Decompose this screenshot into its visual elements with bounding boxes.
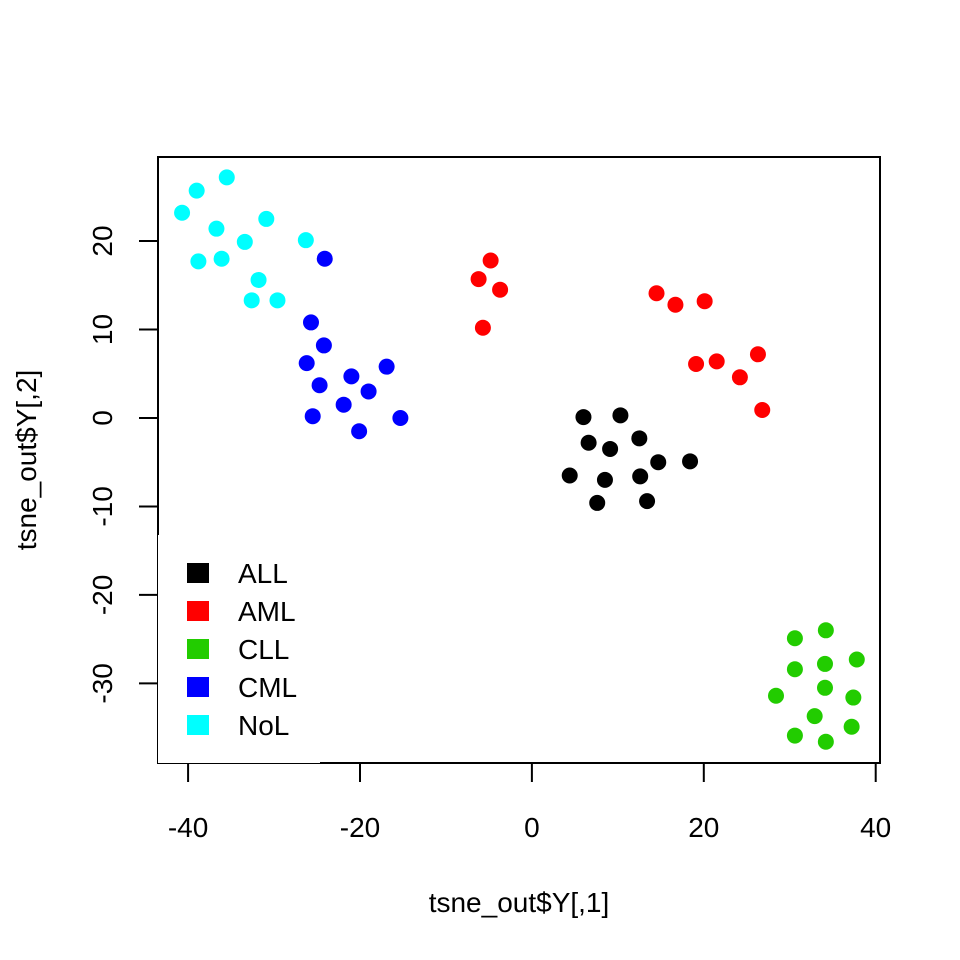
- point-aml: [708, 353, 725, 370]
- data-points: [174, 169, 865, 750]
- legend-swatch-aml: [187, 601, 209, 621]
- point-cml: [378, 358, 395, 375]
- point-cml: [392, 409, 409, 426]
- point-cll: [786, 727, 803, 744]
- point-aml: [648, 285, 665, 302]
- x-axis-label: tsne_out$Y[,1]: [429, 887, 610, 918]
- point-cll: [848, 651, 865, 668]
- point-cml: [360, 383, 377, 400]
- point-cml: [311, 377, 328, 394]
- x-tick-label: 20: [688, 812, 719, 843]
- legend-swatch-nol: [187, 715, 209, 735]
- point-all: [561, 467, 578, 484]
- point-cml: [315, 337, 332, 354]
- point-all: [639, 493, 656, 510]
- point-cll: [816, 655, 833, 672]
- legend-label-cml: CML: [238, 672, 297, 703]
- point-nol: [190, 253, 207, 270]
- point-all: [575, 409, 592, 426]
- point-cml: [316, 250, 333, 267]
- point-cll: [817, 733, 834, 750]
- x-axis: -40 -20 0 20 40: [168, 762, 891, 843]
- y-tick-label: 0: [87, 410, 118, 426]
- point-aml: [754, 402, 771, 419]
- point-nol: [250, 271, 267, 288]
- point-aml: [688, 356, 705, 373]
- x-tick-label: -40: [168, 812, 208, 843]
- point-nol: [243, 292, 260, 309]
- point-all: [596, 471, 613, 488]
- point-nol: [297, 232, 314, 249]
- y-tick-label: 20: [87, 225, 118, 256]
- point-cll: [817, 622, 834, 639]
- point-aml: [470, 271, 487, 288]
- point-cml: [298, 355, 315, 372]
- point-all: [602, 440, 619, 457]
- y-tick-label: -20: [87, 575, 118, 615]
- legend-label-nol: NoL: [238, 710, 289, 741]
- point-cll: [843, 718, 860, 735]
- point-all: [650, 454, 667, 471]
- point-cml: [302, 314, 319, 331]
- point-cll: [806, 708, 823, 725]
- point-nol: [213, 250, 230, 267]
- point-cll: [845, 689, 862, 706]
- legend-swatch-cll: [187, 639, 209, 659]
- y-axis-label: tsne_out$Y[,2]: [11, 370, 42, 551]
- y-axis: -30 -20 -10 0 10 20: [87, 225, 159, 704]
- point-all: [612, 407, 629, 424]
- y-tick-label: -30: [87, 663, 118, 703]
- point-aml: [667, 296, 684, 313]
- y-tick-label: 10: [87, 314, 118, 345]
- legend-box: [158, 535, 320, 763]
- point-aml: [474, 319, 491, 336]
- legend: ALL AML CLL CML NoL: [158, 535, 320, 763]
- point-nol: [269, 292, 286, 309]
- y-tick-label: -10: [87, 486, 118, 526]
- point-cll: [767, 687, 784, 704]
- point-aml: [482, 252, 499, 269]
- point-all: [631, 430, 648, 447]
- point-aml: [749, 346, 766, 363]
- point-cml: [351, 423, 368, 440]
- point-cll: [786, 661, 803, 678]
- point-nol: [208, 220, 225, 237]
- legend-label-cll: CLL: [238, 634, 289, 665]
- legend-swatch-all: [187, 563, 209, 583]
- x-tick-label: -20: [340, 812, 380, 843]
- point-cll: [786, 630, 803, 647]
- point-cml: [304, 408, 321, 425]
- point-nol: [258, 210, 275, 227]
- point-nol: [188, 182, 205, 199]
- point-all: [632, 468, 649, 485]
- point-cml: [343, 368, 360, 385]
- point-all: [682, 453, 699, 470]
- point-nol: [218, 169, 235, 186]
- point-cll: [816, 679, 833, 696]
- point-all: [580, 434, 597, 451]
- x-tick-label: 40: [860, 812, 891, 843]
- point-aml: [731, 369, 748, 386]
- legend-label-aml: AML: [238, 596, 296, 627]
- point-all: [589, 494, 606, 511]
- point-nol: [236, 233, 253, 250]
- point-aml: [696, 293, 713, 310]
- point-cml: [335, 396, 352, 413]
- point-aml: [492, 281, 509, 298]
- point-nol: [174, 204, 191, 221]
- legend-swatch-cml: [187, 677, 209, 697]
- x-tick-label: 0: [524, 812, 540, 843]
- legend-label-all: ALL: [238, 558, 288, 589]
